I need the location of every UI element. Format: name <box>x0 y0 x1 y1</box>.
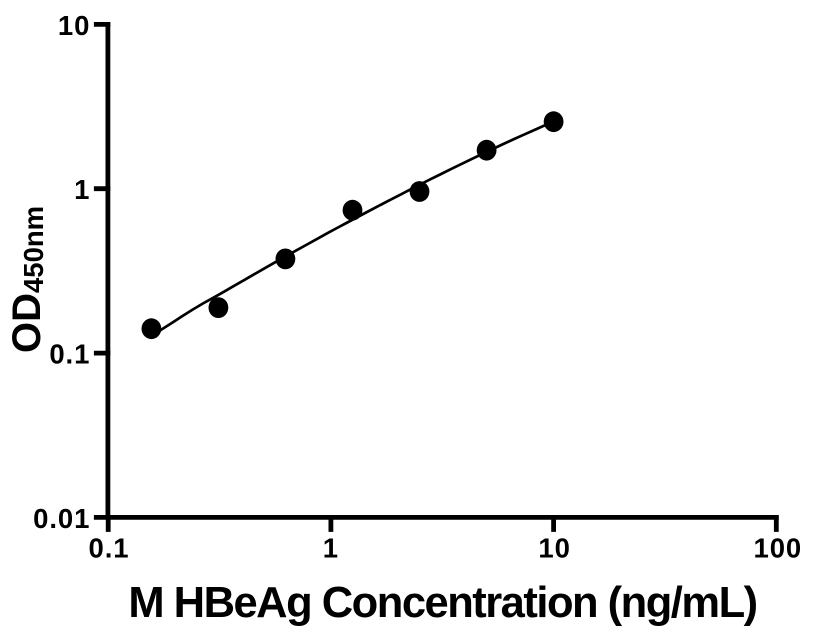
svg-text:10: 10 <box>538 533 570 564</box>
svg-text:OD450nm: OD450nm <box>5 206 49 353</box>
svg-text:0.1: 0.1 <box>49 339 90 370</box>
svg-text:M HBeAg Concentration (ng/mL): M HBeAg Concentration (ng/mL) <box>128 579 756 627</box>
svg-text:100: 100 <box>754 533 803 564</box>
svg-text:0.1: 0.1 <box>89 533 130 564</box>
svg-text:10: 10 <box>58 10 90 41</box>
svg-text:0.01: 0.01 <box>33 503 90 534</box>
svg-text:1: 1 <box>323 533 339 564</box>
svg-text:1: 1 <box>74 174 90 205</box>
